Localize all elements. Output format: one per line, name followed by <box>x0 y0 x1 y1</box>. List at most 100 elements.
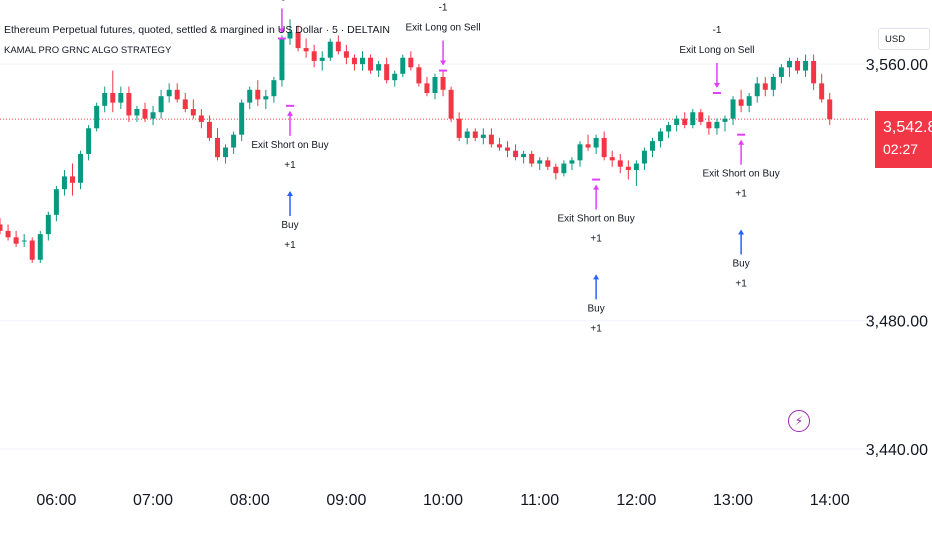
candle <box>545 157 551 170</box>
candle-body <box>53 189 59 215</box>
candle-body <box>513 150 519 158</box>
candle-body <box>762 83 768 90</box>
candle <box>5 224 11 241</box>
signal-label: Exit Short on Buy <box>251 140 328 151</box>
candle-body <box>440 76 446 90</box>
candle-body <box>335 41 341 52</box>
candle-body <box>529 153 535 164</box>
arrow-head <box>738 139 745 145</box>
candle <box>650 137 655 158</box>
candle-body <box>319 57 325 61</box>
candle <box>827 93 833 126</box>
candle-body <box>803 60 809 71</box>
candle <box>641 147 647 170</box>
candle <box>505 141 510 158</box>
candle-body <box>682 118 688 126</box>
signal-exit-short: Exit Short on Buy +1 <box>702 133 780 200</box>
candle <box>416 64 422 87</box>
candle <box>263 89 269 110</box>
candle <box>126 86 132 122</box>
candle <box>496 137 502 151</box>
candle-body <box>29 240 35 260</box>
candle <box>400 54 406 77</box>
candle <box>271 76 277 103</box>
currency-selector[interactable]: USD <box>878 28 930 50</box>
candle <box>698 109 704 126</box>
candle-body <box>811 60 817 84</box>
x-tick-label: 12:00 <box>616 492 656 509</box>
candle <box>231 131 237 154</box>
candle <box>746 93 752 113</box>
candle-body <box>698 112 704 122</box>
arrow-head <box>287 191 293 196</box>
candle-body <box>78 153 84 183</box>
candle <box>440 70 446 97</box>
candle <box>803 54 809 77</box>
candle-body <box>384 64 390 81</box>
candle-body <box>392 73 398 81</box>
candle-body <box>5 230 11 238</box>
candle-body <box>279 38 285 81</box>
x-tick-label: 08:00 <box>230 492 270 509</box>
arrow-head <box>593 184 600 190</box>
candle-body <box>585 144 591 148</box>
lightning-icon[interactable]: ⚡ <box>788 410 810 432</box>
signal-label: Exit Short on Buy <box>557 214 634 225</box>
candle-body <box>287 32 293 39</box>
candle <box>633 160 639 186</box>
candle-body <box>738 99 744 106</box>
candle <box>206 115 212 142</box>
candle-body <box>126 93 132 116</box>
candle-body <box>472 131 478 138</box>
signal-exit-long: Exit Long on Sell-1 <box>244 0 319 40</box>
candle <box>287 19 293 45</box>
candle <box>456 112 462 142</box>
candle <box>368 54 374 74</box>
candle <box>37 230 43 263</box>
candle-body <box>134 109 140 116</box>
candle <box>690 109 696 129</box>
candle <box>448 86 454 122</box>
candle-body <box>746 96 752 106</box>
candle <box>730 96 736 126</box>
candle <box>553 163 559 180</box>
x-tick-label: 06:00 <box>36 492 76 509</box>
candle <box>738 89 744 113</box>
candle <box>666 121 672 138</box>
symbol-title: Ethereum Perpetual futures, quoted, sett… <box>4 24 390 36</box>
signal-qty: +1 <box>590 234 602 245</box>
candle <box>94 102 100 132</box>
candle-body <box>223 147 229 158</box>
x-tick-label: 13:00 <box>713 492 753 509</box>
x-tick-label: 09:00 <box>326 492 366 509</box>
candle <box>561 160 567 177</box>
signal-buy: Buy +1 <box>281 191 299 251</box>
candle-body <box>215 137 220 158</box>
candle <box>714 118 720 135</box>
candle-body <box>658 131 664 142</box>
candle-body <box>311 51 317 61</box>
candle <box>795 57 800 74</box>
candle <box>182 93 188 113</box>
candle-body <box>416 67 422 84</box>
signal-label: Buy <box>281 220 298 231</box>
candle <box>408 51 414 71</box>
y-tick-label: 3,560.00 <box>866 57 928 74</box>
candle <box>706 115 712 135</box>
candle <box>376 60 382 77</box>
candle <box>617 153 623 174</box>
strategy-label[interactable]: KAMAL PRO GRNC ALGO STRATEGY <box>4 45 172 56</box>
candle-body <box>432 76 438 93</box>
candle <box>480 128 486 145</box>
candle-body <box>674 118 680 126</box>
candle <box>102 86 108 113</box>
candle-body <box>408 57 414 68</box>
candle <box>609 150 615 167</box>
candle-body <box>464 131 470 138</box>
signal-qty: -1 <box>439 3 448 14</box>
candle <box>255 80 261 106</box>
arrow-head <box>593 274 600 280</box>
candle-body <box>650 141 655 151</box>
candle-body <box>327 41 333 58</box>
